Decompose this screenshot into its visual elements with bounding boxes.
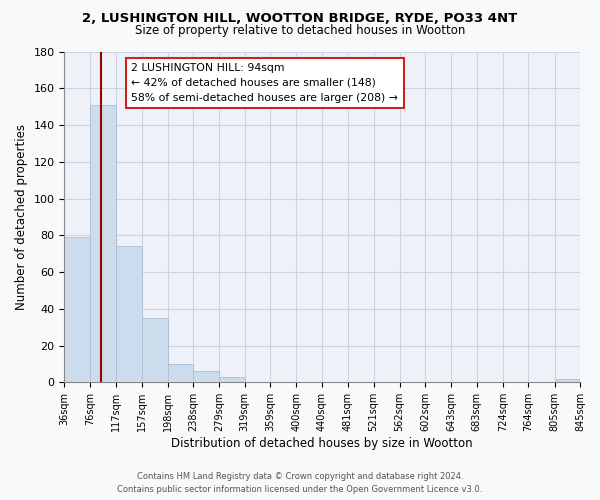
Text: Contains HM Land Registry data © Crown copyright and database right 2024.
Contai: Contains HM Land Registry data © Crown c… xyxy=(118,472,482,494)
Text: 2 LUSHINGTON HILL: 94sqm
← 42% of detached houses are smaller (148)
58% of semi-: 2 LUSHINGTON HILL: 94sqm ← 42% of detach… xyxy=(131,63,398,102)
Bar xyxy=(64,237,90,382)
Bar xyxy=(193,372,219,382)
Bar xyxy=(142,318,167,382)
Text: Size of property relative to detached houses in Wootton: Size of property relative to detached ho… xyxy=(135,24,465,37)
X-axis label: Distribution of detached houses by size in Wootton: Distribution of detached houses by size … xyxy=(172,437,473,450)
Text: 2, LUSHINGTON HILL, WOOTTON BRIDGE, RYDE, PO33 4NT: 2, LUSHINGTON HILL, WOOTTON BRIDGE, RYDE… xyxy=(82,12,518,26)
Bar xyxy=(554,378,580,382)
Bar xyxy=(116,246,142,382)
Y-axis label: Number of detached properties: Number of detached properties xyxy=(15,124,28,310)
Bar xyxy=(90,105,116,382)
Bar xyxy=(219,377,245,382)
Bar xyxy=(167,364,193,382)
